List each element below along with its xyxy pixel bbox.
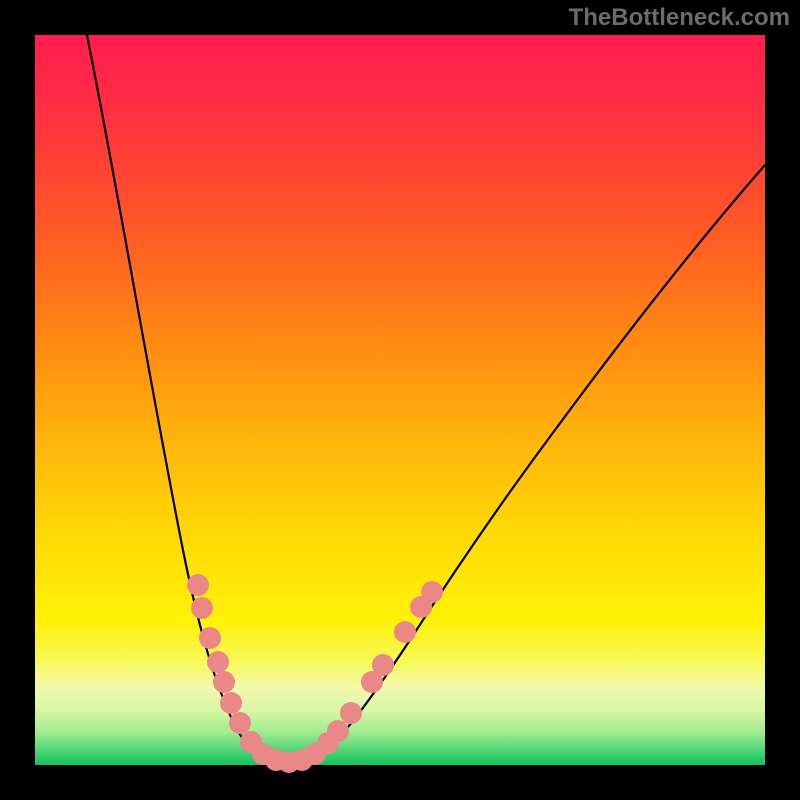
data-dot-right [327,720,349,742]
curve-left [87,35,287,765]
data-dot-left [207,651,229,673]
plot-area [35,35,765,765]
data-dot-right [394,621,416,643]
data-dot-right [421,581,443,603]
curves-layer [35,35,765,765]
frame-bottom [0,765,800,800]
frame-left [0,0,35,800]
data-dot-left [213,671,235,693]
watermark-text: TheBottleneck.com [569,4,790,32]
data-dot-left [220,692,242,714]
data-dot-left [191,597,213,619]
data-dot-left [187,574,209,596]
data-dot-right [340,702,362,724]
curve-right [290,165,765,765]
data-dot-right [372,654,394,676]
frame-right [765,0,800,800]
data-dot-left [199,627,221,649]
